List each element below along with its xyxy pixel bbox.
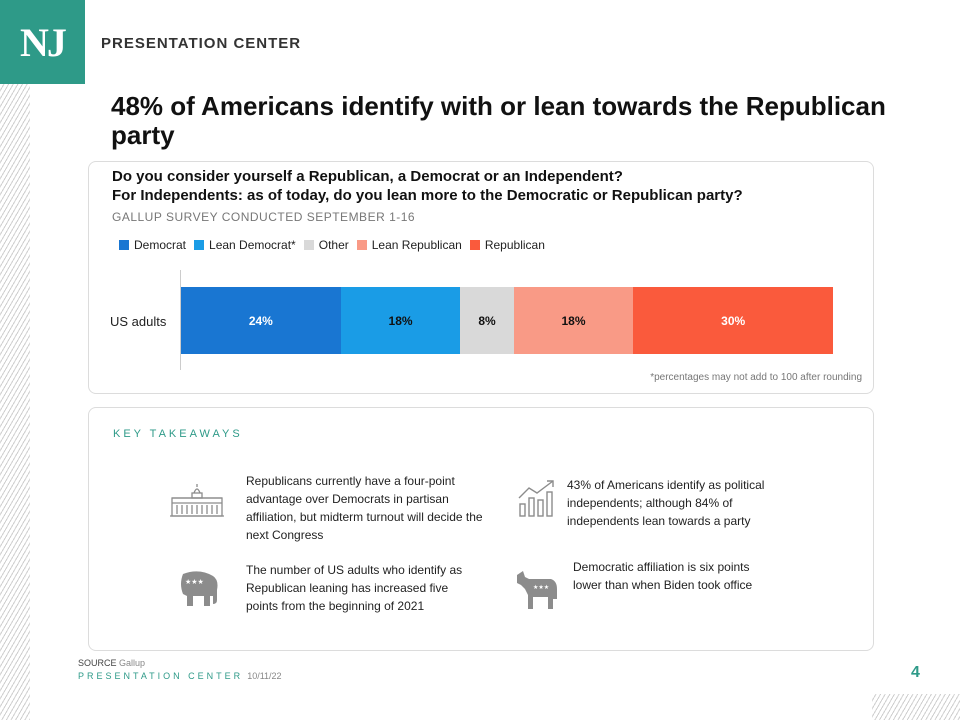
source-note: SOURCE Gallup xyxy=(78,658,145,668)
nj-logo: NJ xyxy=(0,0,85,84)
legend-label: Lean Democrat* xyxy=(209,238,296,252)
takeaways-heading: KEY TAKEAWAYS xyxy=(113,428,243,440)
legend-swatch xyxy=(119,240,129,250)
slide-title: 48% of Americans identify with or lean t… xyxy=(111,91,886,150)
survey-subtitle: GALLUP SURVEY CONDUCTED SEPTEMBER 1-16 xyxy=(112,210,416,224)
legend-label: Lean Republican xyxy=(371,238,462,252)
bar-data-label: 18% xyxy=(561,313,586,328)
chart-legend: Democrat Lean Democrat* Other Lean Republic… xyxy=(119,238,553,252)
chart-axis-line xyxy=(180,270,181,370)
legend-item: Republican xyxy=(469,238,545,252)
decorative-hatch-right xyxy=(872,694,960,720)
brand-name: PRESENTATION CENTER xyxy=(101,35,302,52)
takeaway-text-4: Democratic affiliation is six points low… xyxy=(573,560,753,592)
footer-date: 10/11/22 xyxy=(247,671,282,681)
footer: PRESENTATION CENTER 10/11/22 xyxy=(78,671,282,681)
legend-item: Democrat xyxy=(119,238,186,252)
legend-swatch xyxy=(469,240,480,250)
page-number: 4 xyxy=(911,664,920,681)
rising-chart-icon xyxy=(518,480,554,517)
source-value: Gallup xyxy=(119,658,146,668)
bar-segment: 18% xyxy=(340,287,461,354)
legend-swatch xyxy=(303,240,314,250)
legend-item: Other xyxy=(303,238,349,252)
legend-swatch xyxy=(356,240,367,250)
chart-footnote: *percentages may not add to 100 after ro… xyxy=(650,372,862,383)
bar-data-label: 30% xyxy=(721,313,746,328)
footer-label: PRESENTATION CENTER xyxy=(78,671,244,681)
legend-item: Lean Republican xyxy=(356,238,462,252)
decorative-hatch-left xyxy=(0,84,30,720)
question-line-2: For Independents: as of today, do you le… xyxy=(112,187,743,204)
bar-segment: 30% xyxy=(633,287,833,354)
capitol-building-icon xyxy=(170,484,224,517)
stacked-bar: 24% 18% 8% 18% 30% xyxy=(181,287,833,354)
republican-elephant-icon: ★★★ xyxy=(181,571,218,606)
chart-card xyxy=(88,161,874,394)
survey-question: Do you consider yourself a Republican, a… xyxy=(112,167,743,205)
legend-label: Democrat xyxy=(134,238,187,252)
takeaways-card xyxy=(88,407,874,651)
bar-segment: 24% xyxy=(181,287,341,354)
bar-data-label: 24% xyxy=(248,313,273,328)
bar-segment: 8% xyxy=(460,287,514,354)
svg-text:★★★: ★★★ xyxy=(185,578,204,586)
legend-label: Other xyxy=(318,238,349,252)
democrat-donkey-icon: ★★★ xyxy=(517,571,557,609)
svg-text:★★★: ★★★ xyxy=(533,584,549,591)
category-label: US adults xyxy=(110,314,167,329)
legend-item: Lean Democrat* xyxy=(194,238,296,252)
takeaway-text-2: 43% of Americans identify as political i… xyxy=(567,478,765,528)
bar-data-label: 18% xyxy=(388,313,413,328)
takeaway-text-3: The number of US adults who identify as … xyxy=(246,563,463,613)
legend-swatch xyxy=(194,240,205,250)
bar-segment: 18% xyxy=(513,287,634,354)
question-line-1: Do you consider yourself a Republican, a… xyxy=(112,168,623,185)
bar-data-label: 8% xyxy=(478,313,496,328)
takeaway-text-1: Republicans currently have a four-point … xyxy=(246,474,483,542)
legend-label: Republican xyxy=(484,238,545,252)
source-label: SOURCE xyxy=(78,658,117,668)
